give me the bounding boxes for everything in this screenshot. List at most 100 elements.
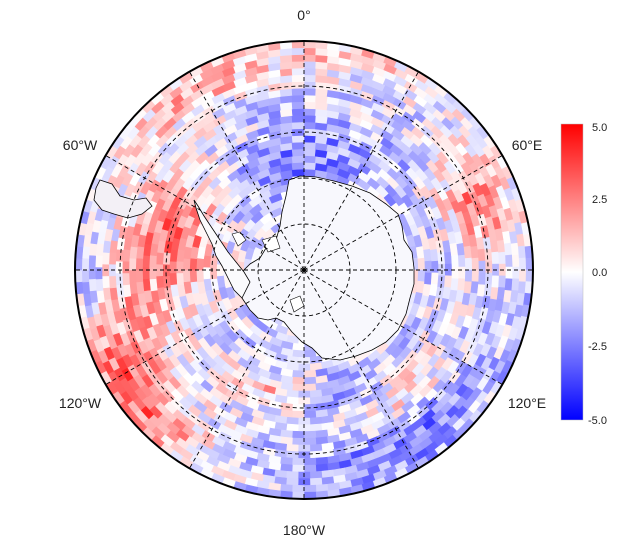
field-cell: [303, 376, 317, 385]
field-cell: [498, 251, 507, 265]
field-cell: [88, 278, 97, 292]
field-cell: [108, 251, 117, 265]
field-cell: [303, 74, 317, 83]
field-cell: [303, 101, 317, 110]
field-cell: [175, 260, 184, 274]
field-cell: [303, 67, 317, 76]
field-cell: [291, 342, 305, 352]
field-cell: [291, 437, 305, 446]
field-cell: [458, 266, 466, 280]
field-cell: [94, 254, 103, 268]
south-america-coast: [93, 179, 153, 219]
field-cell: [195, 257, 204, 271]
field-cell: [128, 269, 137, 283]
field-cell: [121, 272, 130, 286]
field-cell: [291, 161, 305, 170]
field-cell: [121, 260, 130, 274]
field-cell: [315, 483, 329, 493]
field-cell: [291, 54, 305, 62]
field-cell: [291, 134, 305, 143]
field-cell: [518, 257, 527, 271]
field-cell: [505, 266, 514, 280]
field-cell: [303, 81, 317, 89]
field-cell: [148, 266, 157, 280]
field-cell: [303, 60, 317, 69]
lon-label-0: 0°: [297, 7, 310, 23]
lon-label-60w: 60°W: [63, 137, 98, 153]
field-cell: [291, 87, 305, 96]
field-cell: [101, 251, 110, 265]
field-cell: [115, 272, 124, 286]
field-cell: [285, 477, 299, 486]
field-cell: [315, 54, 329, 63]
field-cell: [491, 251, 500, 265]
field-cell: [75, 269, 83, 283]
field-cell: [168, 260, 177, 274]
field-cell: [498, 275, 507, 289]
meridian-line: [189, 71, 305, 271]
meridian-line: [105, 269, 305, 385]
field-cell: [291, 74, 305, 83]
field-cell: [417, 269, 426, 283]
field-cell: [485, 260, 493, 274]
field-cell: [457, 254, 466, 268]
field-cell: [303, 491, 317, 499]
field-cell: [291, 94, 305, 103]
field-cell: [182, 257, 191, 271]
field-cell: [182, 269, 191, 283]
meridian-line: [303, 71, 419, 271]
field-cell: [202, 266, 211, 280]
field-cell: [291, 155, 305, 164]
field-cell: [189, 269, 198, 283]
field-cell: [94, 266, 103, 280]
field-cell: [451, 254, 460, 268]
field-cell: [303, 47, 317, 56]
field-cell: [285, 423, 299, 432]
field-cell: [430, 272, 440, 286]
colorbar-tick-2-5: 2.5: [592, 194, 607, 206]
field-cell: [291, 81, 305, 89]
field-cell: [303, 410, 317, 419]
field-cell: [128, 257, 137, 271]
field-cell: [303, 87, 317, 96]
field-cell: [95, 278, 104, 292]
field-cell: [303, 457, 317, 466]
field-cell: [291, 349, 305, 358]
field-cell: [303, 108, 317, 116]
field-cell: [279, 483, 293, 493]
field-cell: [142, 266, 150, 280]
field-cell: [291, 484, 305, 493]
field-cell: [464, 257, 473, 271]
field-cell: [168, 272, 178, 286]
meridian-line: [105, 155, 305, 271]
lon-label-60e: 60°E: [512, 137, 543, 153]
field-cell: [135, 257, 144, 271]
field-cell: [303, 430, 317, 439]
field-cell: [291, 370, 305, 379]
field-cell: [518, 269, 527, 283]
field-cell: [279, 54, 293, 63]
field-cell: [309, 416, 323, 426]
field-cell: [303, 168, 317, 177]
field-cell: [291, 457, 305, 466]
field-cell: [484, 248, 493, 262]
field-cell: [303, 148, 317, 157]
field-cell: [175, 272, 184, 286]
field-cell: [303, 161, 317, 170]
field-cell: [303, 464, 317, 473]
field-cell: [417, 257, 426, 271]
colorbar-tick-neg-2-5: -2.5: [588, 341, 607, 353]
field-cell: [512, 266, 520, 280]
field-cell: [115, 260, 123, 274]
field-cell: [309, 423, 323, 432]
field-cell: [477, 248, 486, 262]
field-cell: [285, 450, 299, 459]
field-cell: [424, 272, 433, 286]
field-cell: [285, 416, 299, 426]
field-cell: [309, 470, 323, 480]
field-cell: [303, 54, 317, 62]
field-cell: [484, 272, 493, 286]
field-cell: [291, 168, 305, 177]
field-cell: [303, 134, 317, 143]
